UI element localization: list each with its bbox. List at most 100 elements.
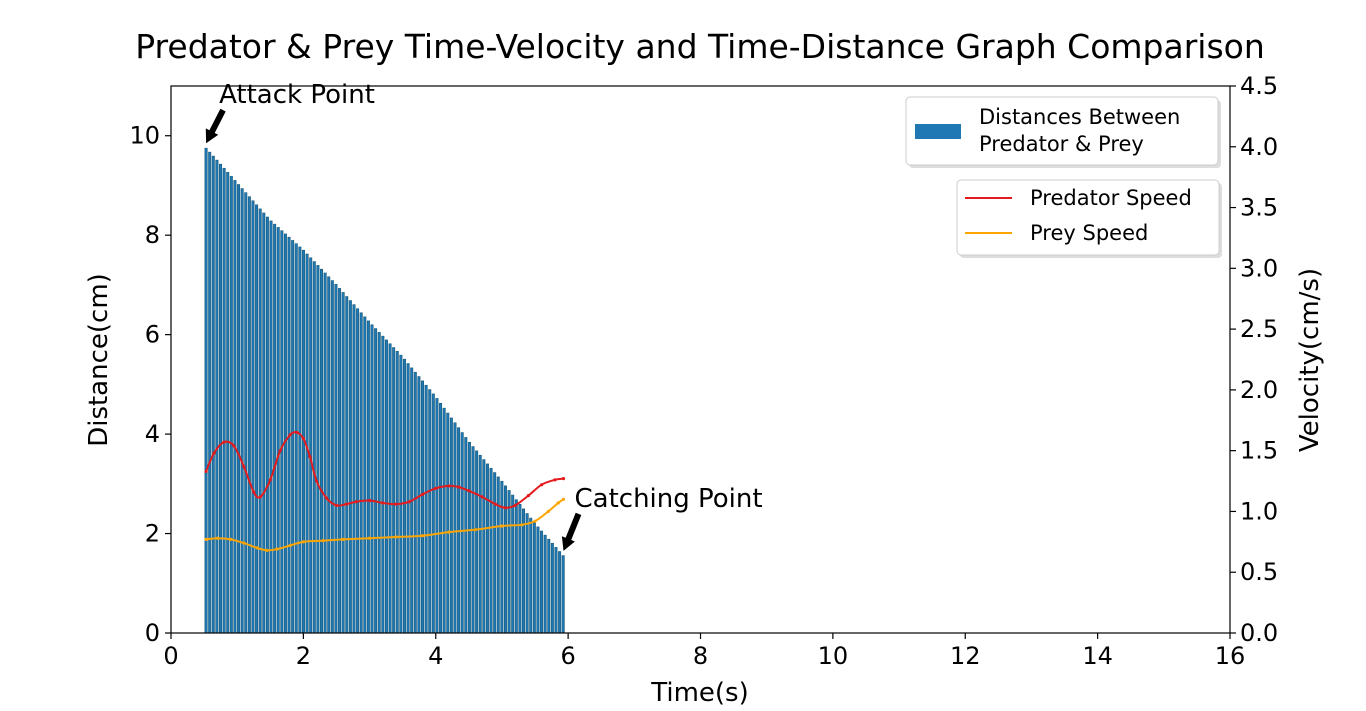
predator-speed-point	[301, 436, 305, 441]
prey-speed-point	[204, 537, 208, 542]
distance-bar	[485, 463, 489, 634]
distance-bar	[464, 437, 468, 634]
distance-bar	[421, 380, 425, 634]
prey-speed-point	[321, 539, 325, 543]
predator-speed-point	[222, 440, 226, 444]
distance-bar	[399, 354, 403, 634]
distance-bar	[330, 280, 334, 634]
prey-speed-point	[265, 548, 269, 552]
distance-bar	[442, 407, 446, 634]
y-tick-label: 10	[129, 122, 160, 150]
distance-bar	[428, 389, 432, 634]
predator-speed-point	[324, 496, 329, 500]
y-axis-right: 0.0 0.5 1.0 1.5 2.0 2.5 3.0 3.5 4.0 4.5	[1230, 72, 1278, 647]
x-axis-title: Time(s)	[650, 678, 748, 708]
y-right-tick-label: 3.5	[1240, 194, 1278, 222]
predator-speed-point	[288, 433, 292, 437]
x-tick-label: 4	[428, 642, 443, 670]
x-axis: 0 2 4 6 8 10 12 14 16	[163, 633, 1245, 670]
distance-bar	[240, 188, 244, 634]
distance-bar	[424, 384, 428, 634]
prey-speed-point	[500, 524, 504, 528]
distance-bar	[229, 176, 233, 634]
distance-bar	[384, 339, 388, 634]
distance-bar	[431, 393, 435, 634]
distance-bar	[366, 320, 370, 634]
annotations: Attack Point Catching Point	[205, 80, 763, 551]
chart-title: Predator & Prey Time-Velocity and Time-D…	[135, 27, 1265, 66]
distance-bar	[439, 402, 443, 634]
distance-bar	[327, 276, 331, 634]
distance-bar	[496, 476, 500, 634]
x-tick-label: 14	[1082, 642, 1113, 670]
predator-speed-point	[232, 444, 236, 448]
predator-speed-point	[278, 449, 282, 453]
distance-bar	[244, 192, 248, 634]
y-right-tick-label: 4.0	[1240, 133, 1278, 161]
prey-speed-point	[301, 540, 305, 544]
distance-bar	[475, 450, 479, 634]
distance-bar	[453, 422, 457, 634]
distance-bar	[446, 412, 450, 634]
prey-speed-point	[520, 523, 524, 527]
prey-speed-point	[556, 501, 560, 505]
distance-bar	[348, 300, 352, 634]
prey-speed-point	[275, 547, 279, 551]
y-right-tick-label: 2.0	[1240, 376, 1278, 404]
distance-bar	[435, 398, 439, 634]
distance-bar	[395, 351, 399, 634]
prey-speed-point	[288, 543, 292, 548]
prey-speed-point	[242, 541, 246, 545]
predator-speed-point	[493, 502, 497, 506]
distance-bar	[402, 358, 406, 634]
y-right-tick-label: 4.5	[1240, 72, 1278, 100]
distance-bar	[500, 480, 504, 634]
predator-speed-point	[407, 500, 411, 504]
distance-bar	[460, 432, 464, 634]
legend-box	[956, 179, 1220, 256]
distance-bar	[283, 233, 287, 634]
legend-box	[905, 96, 1219, 166]
predator-speed-point	[467, 489, 471, 493]
distance-bar	[269, 220, 273, 634]
prey-speed-point	[533, 519, 537, 523]
distance-bar	[478, 454, 482, 634]
x-tick-label: 2	[296, 642, 311, 670]
distance-bar	[525, 513, 529, 634]
prey-speed-point	[367, 536, 372, 540]
distance-bar	[352, 304, 356, 634]
predator-speed-point	[308, 455, 312, 459]
x-tick-label: 6	[560, 642, 575, 670]
distance-bar	[294, 243, 298, 634]
predator-speed-point	[526, 494, 531, 498]
y-right-tick-label: 1.0	[1240, 497, 1278, 525]
predator-speed-point	[381, 501, 385, 505]
distance-bar	[561, 555, 565, 634]
predator-speed-point	[268, 478, 272, 482]
distance-bar	[522, 508, 526, 634]
predator-speed-point	[334, 503, 339, 507]
distance-bar	[255, 204, 259, 634]
distance-bar	[493, 472, 497, 634]
predator-speed-point	[447, 484, 451, 488]
prey-speed-point	[341, 537, 345, 542]
y-tick-label: 8	[145, 221, 160, 249]
x-tick-label: 12	[950, 642, 981, 670]
predator-speed-point	[420, 492, 425, 497]
distance-bar	[280, 230, 284, 634]
y-axis-left: 0 2 4 6 8 10	[129, 122, 171, 647]
predator-speed-point	[367, 498, 372, 503]
distance-bar	[482, 459, 486, 634]
distance-bar	[547, 538, 551, 634]
y-right-tick-label: 0.5	[1240, 558, 1278, 586]
distance-bar	[550, 542, 554, 634]
predator-speed-point	[252, 490, 256, 494]
prey-speed-point	[420, 534, 425, 538]
distance-bar	[237, 184, 241, 634]
predator-speed-point	[258, 495, 262, 499]
legend-prey-label: Prey Speed	[1030, 221, 1148, 245]
prey-speed-point	[561, 497, 566, 501]
x-tick-label: 8	[693, 642, 708, 670]
legend-distance: Distances Between Predator & Prey	[905, 96, 1221, 168]
prey-speed-point	[546, 509, 550, 514]
